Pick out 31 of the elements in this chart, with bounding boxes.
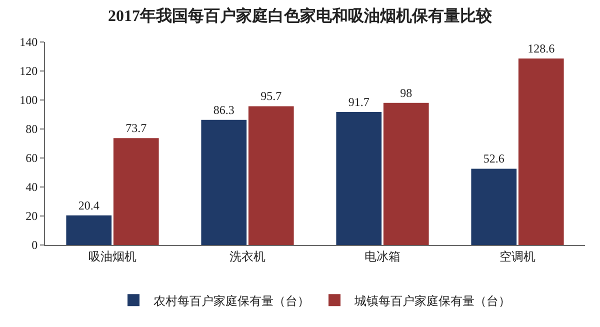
data-label: 95.7	[260, 89, 282, 104]
bar	[518, 58, 564, 245]
x-tick-label: 洗衣机	[230, 249, 266, 264]
y-tick-label: 120	[20, 64, 38, 78]
bar	[66, 215, 112, 245]
chart-title: 2017年我国每百户家庭白色家电和吸油烟机保有量比较	[108, 6, 493, 26]
x-tick-label: 吸油烟机	[88, 249, 136, 264]
data-label: 98	[400, 86, 412, 100]
data-label: 128.6	[528, 42, 555, 56]
bar	[383, 102, 429, 245]
bar	[113, 138, 159, 245]
bar	[248, 106, 294, 245]
y-tick-label: 80	[26, 122, 38, 136]
y-tick-label: 100	[20, 93, 38, 108]
y-tick-label: 40	[26, 180, 38, 194]
legend-label: 农村每百户家庭保有量（台）	[154, 294, 310, 308]
data-label: 20.4	[78, 198, 100, 212]
data-label: 52.6	[483, 152, 504, 166]
bar	[336, 112, 382, 245]
legend-label: 城镇每百户家庭保有量（台）	[354, 294, 510, 308]
bar	[201, 120, 247, 245]
y-tick-label: 20	[26, 209, 38, 224]
data-label: 91.7	[348, 95, 370, 110]
y-tick-label: 60	[26, 151, 38, 166]
y-tick-label: 140	[20, 35, 38, 50]
y-tick-label: 0	[32, 238, 38, 252]
bar	[471, 168, 517, 245]
x-tick-label: 电冰箱	[364, 249, 400, 264]
data-label: 86.3	[213, 102, 234, 117]
x-tick-label: 空调机	[500, 249, 536, 264]
data-label: 73.7	[126, 121, 147, 136]
